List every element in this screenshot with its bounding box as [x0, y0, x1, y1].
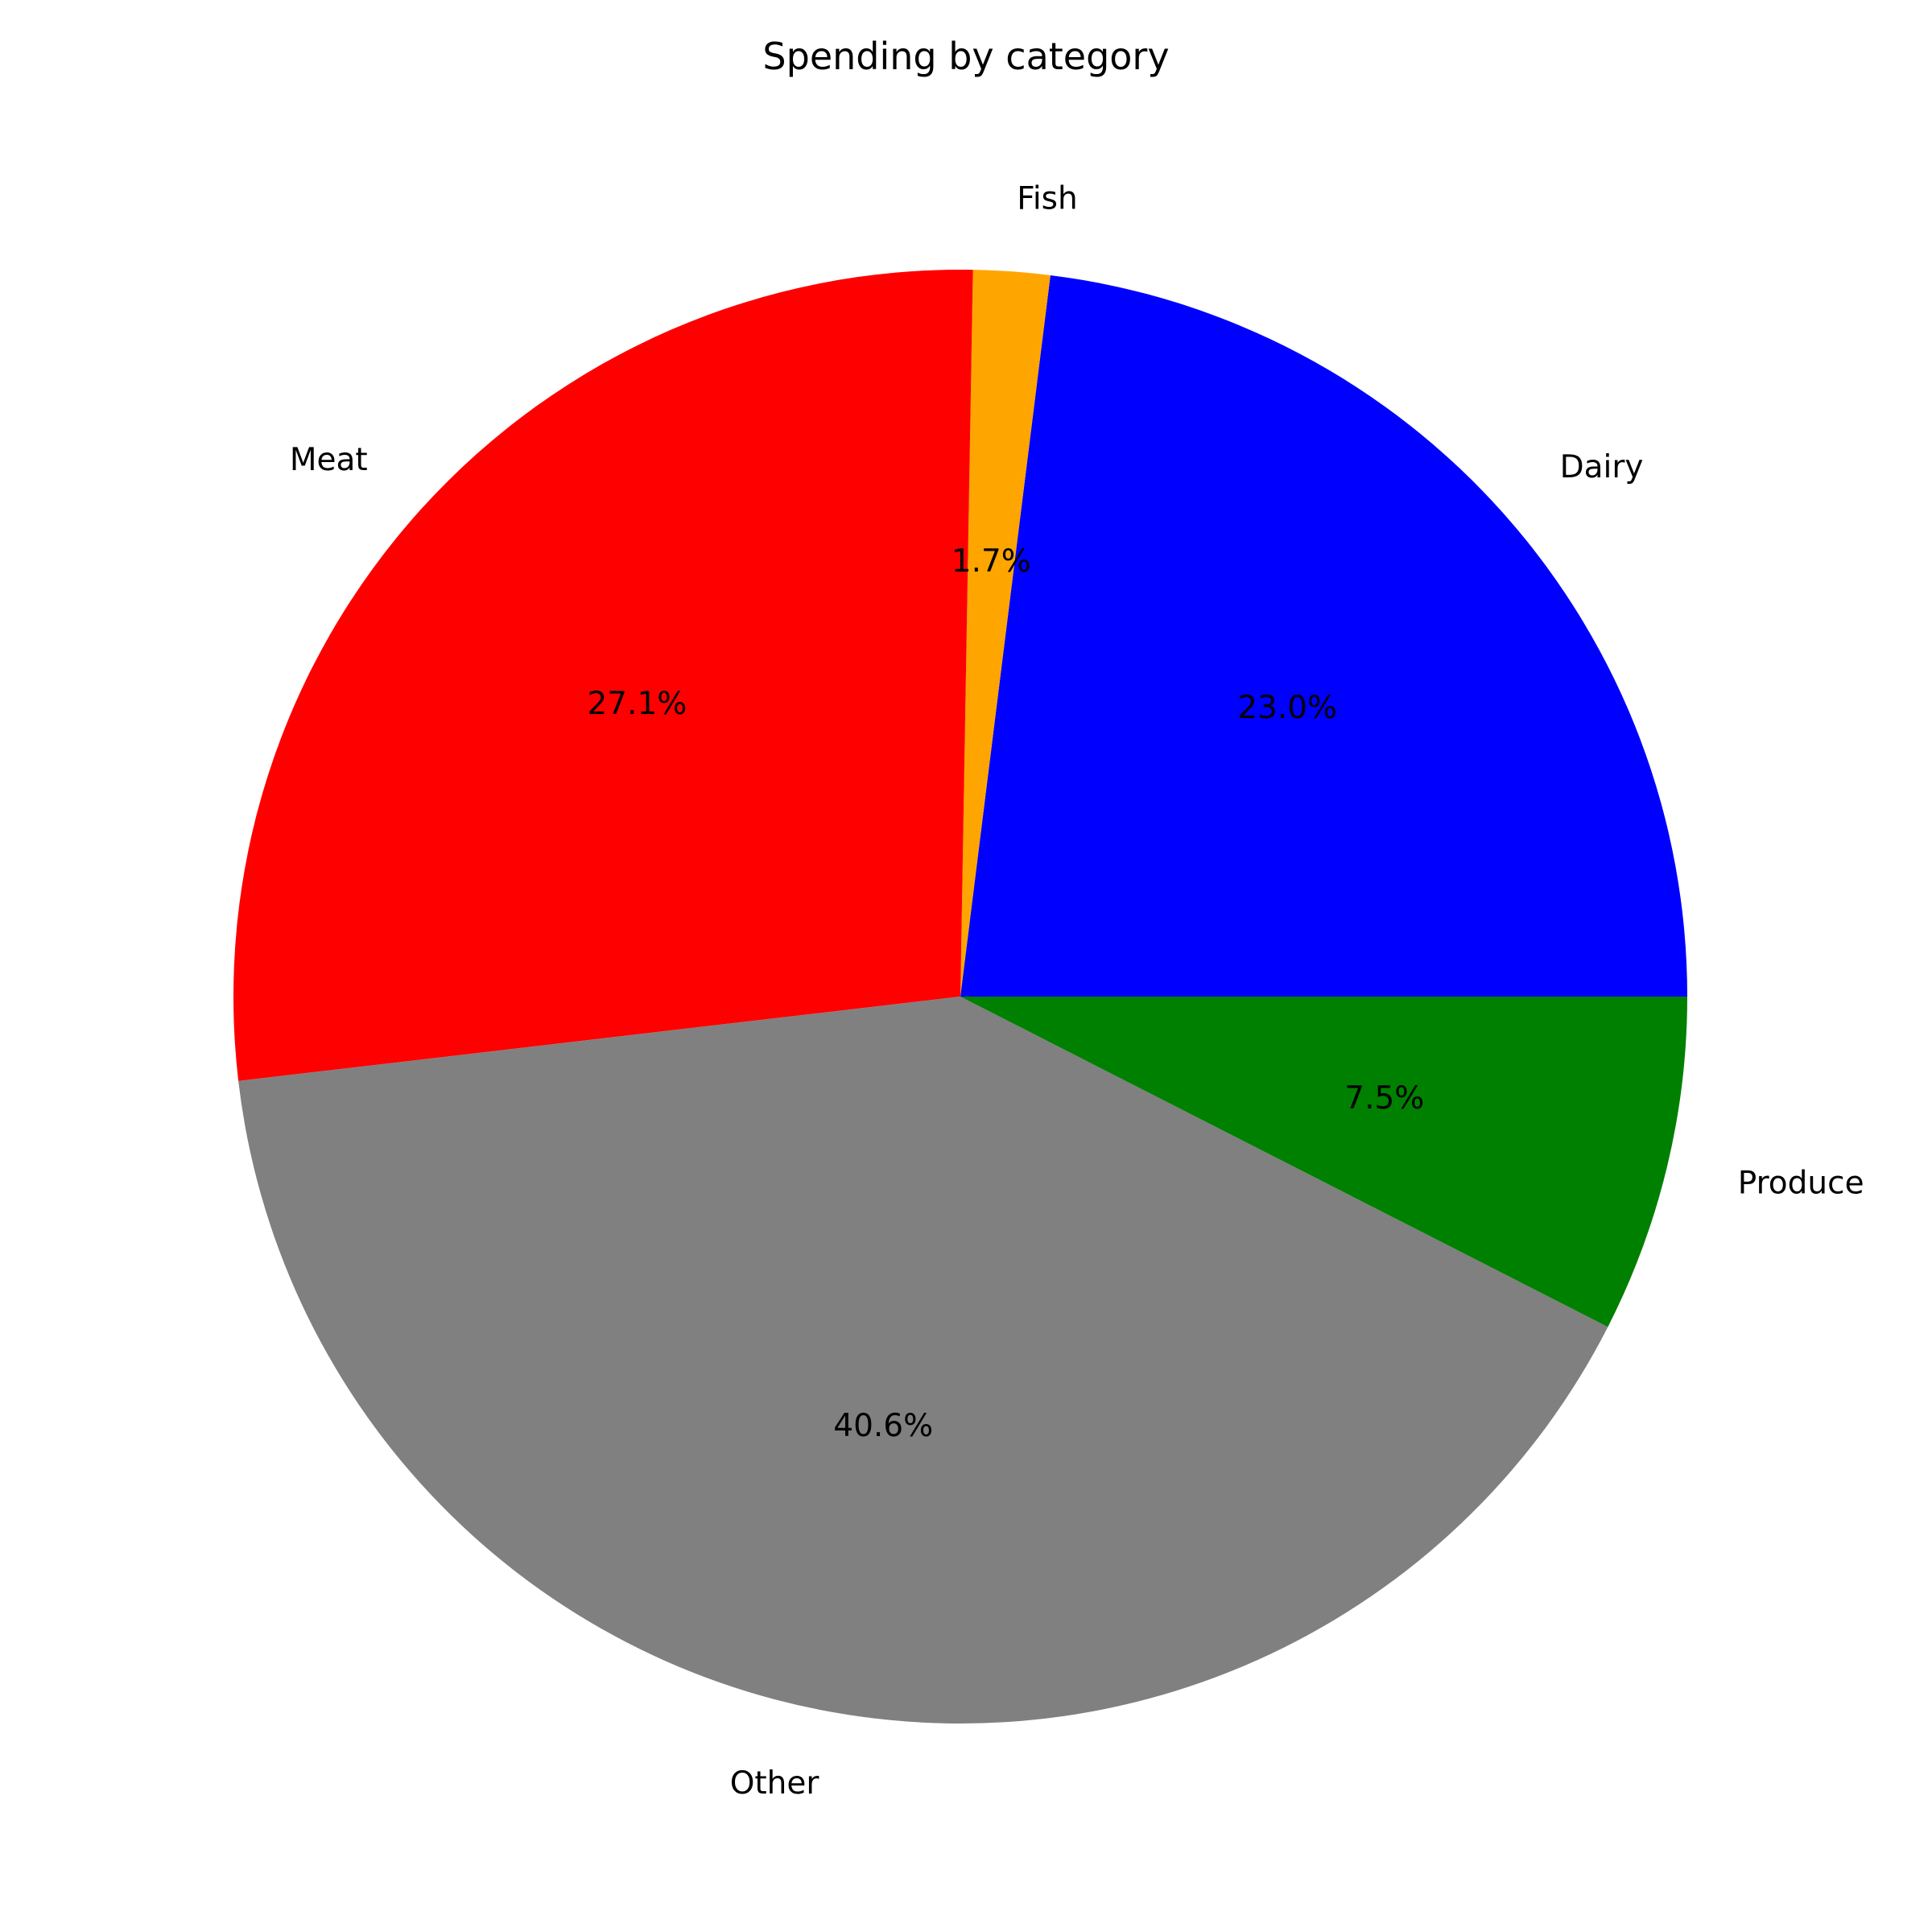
pct-label-dairy: 23.0% [1237, 690, 1337, 726]
pie-slice-dairy [960, 275, 1687, 997]
pct-label-produce: 7.5% [1344, 1080, 1424, 1117]
pct-label-meat: 27.1% [587, 686, 687, 722]
slice-label-dairy: Dairy [1560, 449, 1644, 485]
pie-slice-meat [233, 270, 973, 1081]
pie-slice-fish [960, 270, 1051, 997]
pie-labels: Dairy 23.0% Fish 1.7% Meat 27.1% Other 40.6% Pro… [290, 181, 1864, 1802]
pie-slice-other [238, 997, 1608, 1724]
pct-label-other: 40.6% [833, 1408, 933, 1444]
slice-label-meat: Meat [290, 442, 368, 478]
pie-slices [233, 270, 1687, 1724]
pie-slice-produce [960, 997, 1687, 1327]
pct-label-fish: 1.7% [952, 543, 1031, 580]
slice-label-produce: Produce [1738, 1166, 1864, 1202]
slice-label-other: Other [730, 1765, 820, 1802]
chart-title: Spending by category [762, 35, 1169, 78]
slice-label-fish: Fish [1017, 181, 1077, 217]
